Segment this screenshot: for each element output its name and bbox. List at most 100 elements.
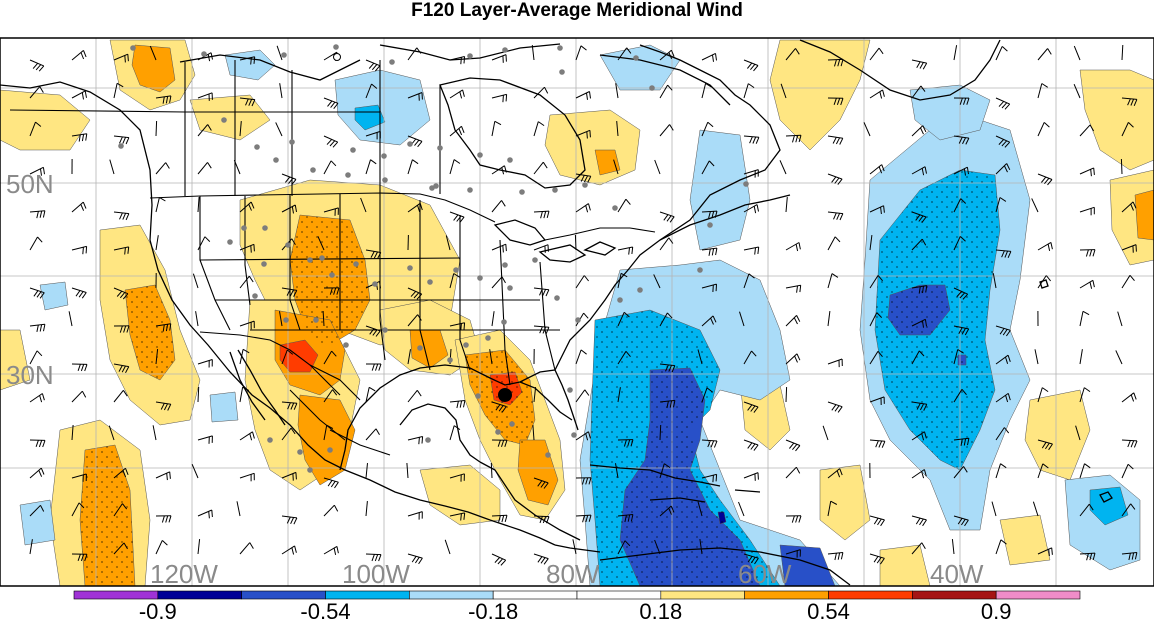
wind-barb (71, 473, 87, 482)
wind-barb (785, 134, 802, 143)
wind-barb (407, 47, 422, 61)
station-dot (329, 272, 335, 278)
wind-barb (699, 539, 703, 555)
colorbar-tick-label: -0.18 (468, 599, 518, 622)
wind-barb (659, 124, 674, 137)
stipple-region (590, 310, 780, 586)
colorbar-swatch (73, 590, 159, 600)
wind-barb (995, 97, 1011, 110)
wind-barb (489, 349, 493, 365)
wind-barb (192, 273, 199, 289)
wind-barb (659, 312, 673, 327)
contour-region-yellow (819, 464, 871, 541)
wind-barb (953, 45, 958, 61)
colorbar-swatch (660, 590, 745, 600)
station-dot (519, 189, 525, 195)
lon-label-80w: 80W (546, 559, 600, 589)
wind-barb (785, 315, 801, 327)
contour-region-blue (354, 104, 386, 131)
wind-barb (407, 287, 423, 300)
wind-barb (911, 469, 927, 479)
wind-barb (575, 514, 592, 523)
station-dot (554, 295, 560, 301)
wind-barb (822, 425, 829, 441)
wind-barb (197, 539, 201, 555)
colorbar-swatch (995, 590, 1081, 600)
wind-barb (575, 45, 587, 61)
wind-barb (697, 501, 703, 517)
wind-barb (365, 249, 382, 259)
map-title: F120 Layer-Average Meridional Wind (411, 0, 743, 21)
station-dot (241, 225, 247, 231)
wind-barb (533, 210, 550, 219)
wind-barb (995, 135, 1011, 148)
wind-barb (322, 310, 325, 327)
wind-barb (785, 353, 801, 365)
wind-barb (407, 202, 423, 213)
wind-barb (1121, 122, 1134, 137)
wind-barb (617, 311, 630, 327)
wind-barb (869, 164, 885, 175)
wind-barb (869, 89, 885, 99)
wind-barb (827, 358, 843, 368)
wind-barb (1031, 198, 1039, 213)
station-dot (307, 257, 313, 263)
wind-barb (533, 515, 550, 524)
wind-barb (1121, 244, 1137, 253)
wind-barb (869, 47, 884, 61)
wind-barb (654, 539, 661, 555)
station-dot (221, 117, 227, 123)
colorbar-swatch (492, 590, 578, 600)
wind-barb (953, 349, 964, 365)
contour-region-light-blue (599, 44, 681, 91)
station-dot (319, 255, 325, 261)
wind-barb (615, 83, 619, 99)
wind-barb (869, 350, 883, 365)
latitude-labels: 50N 30N (6, 169, 54, 390)
wind-barb (697, 349, 703, 365)
wind-barb (995, 163, 1011, 175)
wind-barb (491, 200, 506, 213)
wind-barb (29, 350, 43, 365)
wind-barb (911, 238, 927, 251)
stipple-region (125, 285, 175, 380)
station-dot (281, 52, 287, 58)
wind-barb (323, 545, 339, 556)
wind-barb (155, 540, 168, 555)
coastlines (0, 39, 1113, 586)
wind-barb (743, 401, 759, 413)
wind-barb (155, 515, 172, 523)
wind-barb (743, 553, 759, 565)
station-dot (353, 261, 359, 267)
wind-barb (701, 387, 713, 403)
wind-barb (1079, 310, 1090, 327)
wind-barb (449, 89, 465, 99)
wind-barb (869, 439, 886, 448)
wind-barb (239, 56, 256, 65)
wind-barb (449, 425, 461, 441)
wind-barb (113, 467, 129, 479)
wind-barb (491, 401, 507, 413)
wind-barb (995, 325, 1011, 337)
wind-barb (71, 133, 88, 142)
contour-region-yellow (999, 514, 1051, 566)
wind-barb (827, 58, 844, 67)
wind-barb (827, 97, 844, 106)
wind-barb (659, 363, 676, 373)
wind-barb (869, 235, 873, 251)
wind-barb (1117, 311, 1123, 327)
wind-barb (869, 205, 885, 215)
contour-region-yellow (1079, 69, 1154, 171)
wind-barb (407, 436, 424, 445)
wind-barb (701, 439, 718, 448)
station-dot (649, 85, 655, 91)
wind-barb (1121, 503, 1136, 517)
colorbar-swatch (744, 590, 829, 600)
station-dot (633, 55, 639, 61)
lat-label-30n: 30N (6, 360, 54, 390)
wind-barb (654, 159, 661, 175)
wind-barb (323, 97, 339, 110)
wind-barb (449, 159, 461, 175)
wind-barb (911, 515, 927, 527)
wind-barb (1079, 503, 1094, 517)
